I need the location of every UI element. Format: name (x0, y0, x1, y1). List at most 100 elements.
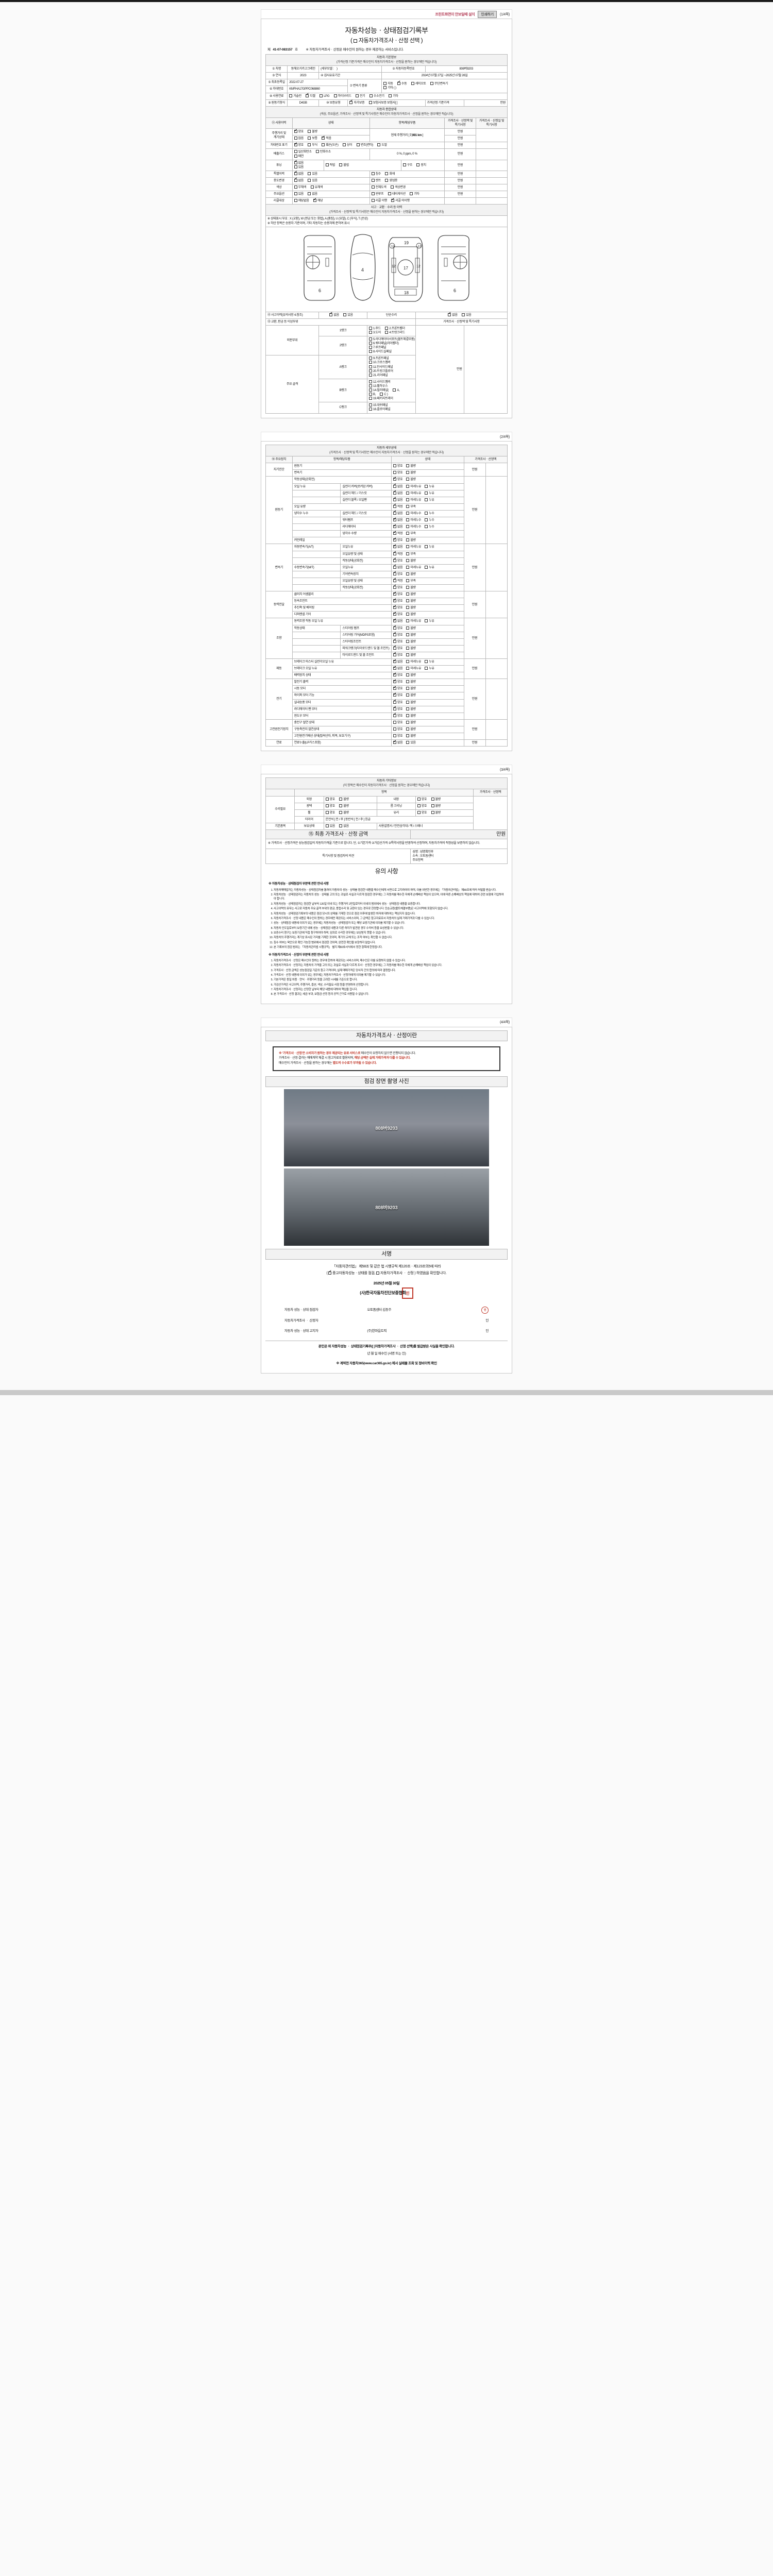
checkbox[interactable] (406, 565, 410, 569)
detail-opt-2-0-1[interactable]: 미세누유 (406, 545, 422, 549)
part-pillar-panel[interactable]: 14.필러패널( (368, 388, 389, 393)
mileage-price-1[interactable]: 만원 (444, 128, 476, 136)
tuning-legal[interactable]: 적법 (325, 163, 335, 167)
vinmark-note[interactable] (476, 142, 508, 149)
checkbox[interactable] (406, 633, 410, 636)
simple-yes[interactable]: 있음 (462, 313, 472, 317)
checkbox[interactable] (406, 606, 410, 609)
trans-opt-cvt[interactable]: 무단변속기 (430, 81, 448, 86)
checkbox[interactable] (406, 727, 410, 731)
detail-opt-6-5-0[interactable]: 양호 (393, 713, 403, 718)
detail-price-note[interactable] (485, 618, 508, 659)
trans-opt-auto[interactable]: 자동 (383, 81, 393, 86)
checkbox[interactable] (393, 666, 396, 670)
detail-price-unit[interactable]: 만원 (463, 544, 486, 592)
detail-price-note[interactable] (485, 658, 508, 680)
detail-opt-3-3-0[interactable]: 양호 (393, 612, 403, 617)
checkbox[interactable] (425, 511, 428, 515)
detail-opt-1-2-1[interactable]: 미세누유 (406, 491, 422, 496)
detail-opt-3-3-1[interactable]: 불량 (406, 613, 416, 617)
detail-opt-7-2-1[interactable]: 불량 (406, 734, 416, 738)
part-side-sill[interactable]: 8.사이드실패널 (368, 350, 392, 354)
buyer-signature-line[interactable]: 년 월 일 매수인 (서명 또는 인) (367, 1352, 406, 1356)
detail-opt-4-4-1[interactable]: 불량 (406, 646, 416, 651)
detail-price-note[interactable] (485, 719, 508, 740)
special-none[interactable]: 없음 (294, 171, 304, 176)
tuning-note[interactable] (476, 159, 508, 171)
trans-opt-manual[interactable]: 수동 (397, 80, 407, 86)
usage-none[interactable]: 없음 (294, 177, 304, 183)
checkbox[interactable] (393, 720, 396, 724)
detail-opt-7-0-0[interactable]: 양호 (393, 720, 403, 725)
checkbox[interactable] (406, 660, 410, 663)
checkbox[interactable] (425, 660, 428, 663)
detail-opt-4-1-1[interactable]: 불량 (406, 626, 416, 631)
detail-opt-2-6-1[interactable]: 불량 (406, 585, 416, 590)
detail-opt-1-3-2[interactable]: 누유 (425, 498, 434, 502)
checkbox[interactable] (406, 626, 410, 630)
checkbox[interactable] (425, 518, 428, 522)
checkbox[interactable] (393, 706, 396, 710)
checkbox[interactable] (425, 545, 428, 549)
checkbox[interactable] (393, 618, 396, 623)
option-sunroof[interactable]: 썬루프 (371, 192, 384, 196)
checkbox[interactable] (406, 585, 410, 589)
option-nav[interactable]: 네비게이션 (388, 192, 406, 196)
detail-opt-6-5-1[interactable]: 불량 (406, 714, 416, 718)
checkbox[interactable] (406, 484, 410, 488)
basic-items-yes[interactable]: 있음 (325, 824, 335, 828)
mileage-good[interactable]: 양호 (294, 129, 304, 134)
checkbox[interactable] (393, 612, 396, 616)
detail-opt-1-7-1[interactable]: 미세누수 (406, 525, 422, 529)
detail-price-note[interactable] (485, 476, 508, 545)
part-roof-panel[interactable]: 7.루프패널 (368, 346, 386, 350)
detail-opt-6-4-1[interactable]: 불량 (406, 707, 416, 711)
detail-price-note[interactable] (485, 739, 508, 747)
detail-opt-7-1-1[interactable]: 불량 (406, 727, 416, 732)
install-plugin-link[interactable]: 프린트화면이 안보일때 설치 (435, 12, 475, 16)
option-other[interactable]: 기타 (410, 192, 419, 196)
detail-opt-1-3-0[interactable]: 없음 (393, 497, 403, 502)
checkbox[interactable] (406, 707, 410, 710)
detail-opt-3-2-1[interactable]: 불량 (406, 606, 416, 610)
detail-opt-8-0-0[interactable]: 없음 (393, 740, 403, 745)
detail-opt-0-0-1[interactable]: 불량 (406, 464, 416, 468)
checkbox[interactable] (393, 605, 396, 609)
checkbox[interactable] (393, 672, 396, 677)
detail-opt-4-3-0[interactable]: 양호 (393, 638, 403, 644)
vinmark-corroded[interactable]: 부식 (308, 143, 317, 147)
mileage-price-2[interactable]: 만원 (444, 135, 476, 143)
checkbox[interactable] (393, 591, 396, 596)
checkbox[interactable] (406, 619, 410, 623)
fuel-opt-hydrogen[interactable]: 수소전기 (369, 94, 384, 98)
checkbox[interactable] (393, 524, 396, 529)
checkbox[interactable] (393, 510, 396, 515)
detail-opt-6-2-0[interactable]: 양호 (393, 692, 403, 698)
checkbox[interactable] (406, 558, 410, 562)
part-front-fender[interactable]: 2.프론트휀더 (385, 326, 405, 331)
vinmark-erased[interactable]: 도말 (377, 143, 387, 147)
detail-price-unit[interactable]: 만원 (463, 679, 486, 720)
checkbox[interactable] (393, 679, 396, 684)
checkbox[interactable] (406, 667, 410, 670)
detail-opt-4-2-0[interactable]: 양호 (393, 632, 403, 637)
detail-opt-4-4-0[interactable]: 양호 (393, 645, 403, 651)
option-price[interactable]: 만원 (444, 191, 476, 198)
final-price-value[interactable]: 만원 (410, 829, 508, 840)
detail-opt-1-6-1[interactable]: 미세누수 (406, 518, 422, 522)
detail-opt-0-1-1[interactable]: 불량 (406, 471, 416, 475)
part-pillar-b[interactable]: B, (368, 393, 376, 397)
checkbox[interactable] (406, 720, 410, 724)
checkbox[interactable] (393, 734, 396, 738)
detail-opt-6-3-1[interactable]: 불량 (406, 700, 416, 705)
checkbox[interactable] (406, 714, 410, 717)
detail-opt-1-5-1[interactable]: 미세누수 (406, 511, 422, 516)
checkbox[interactable] (406, 646, 410, 650)
detail-opt-2-3-2[interactable]: 누유 (425, 565, 434, 570)
checkbox[interactable] (393, 584, 396, 589)
part-rear-panel[interactable]: 21.리어패널 (368, 373, 388, 378)
detail-opt-3-1-0[interactable]: 양호 (393, 598, 403, 603)
part-package-tray[interactable]: 19.패키지트레이 (368, 397, 393, 401)
detail-opt-5-2-1[interactable]: 불량 (406, 673, 416, 677)
checkbox[interactable] (406, 700, 410, 704)
